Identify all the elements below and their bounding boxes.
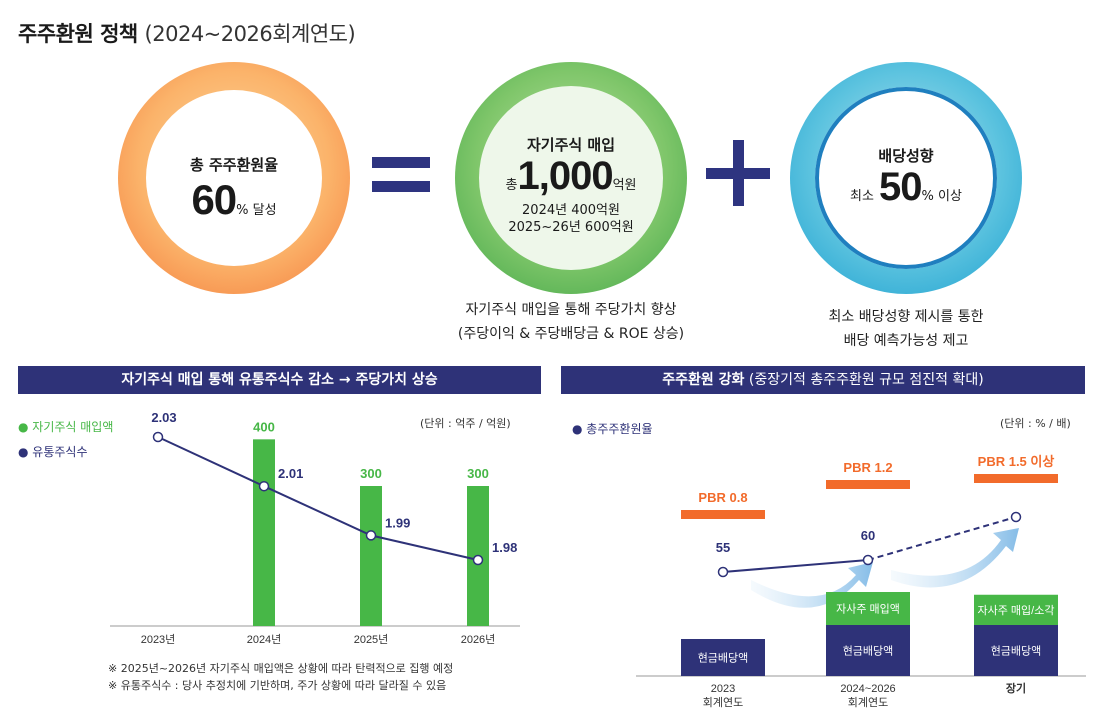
note-line2: ※ 유통주식수 : 당사 추정치에 기반하며, 주가 상황에 따라 달라질 수 …: [108, 679, 447, 692]
dividend-circle: 배당성향 최소 50% 이상: [790, 62, 1022, 294]
return-line-projected: [867, 516, 1017, 561]
pbr-label: PBR 1.2: [843, 460, 892, 475]
x-tick-label: 회계연도: [848, 696, 888, 708]
total-return-label: 총 주주환원율: [189, 156, 279, 174]
return-line: [722, 559, 869, 573]
equals-bar-bottom: [372, 181, 430, 192]
legend-buyback: ● 자기주식 매입액: [18, 420, 114, 434]
buyback-line1: 2024년 400억원: [522, 203, 620, 218]
shares-point: [472, 554, 484, 566]
legend-shares: ● 유통주식수: [18, 445, 88, 459]
dividend-caption: 최소 배당성향 제시를 통한 배당 예측가능성 제고: [790, 305, 1022, 353]
page-title: 주주환원 정책 (2024~2026회계연도): [18, 18, 356, 48]
dividend-label: 배당성향: [878, 147, 934, 165]
buyback-stack-label: 자사주 매입액: [836, 603, 900, 616]
legend-shares-label: 유통주식수: [32, 445, 88, 459]
plus-vertical: [733, 140, 744, 206]
x-tick-label: 2025년: [354, 633, 389, 646]
return-point: [1010, 511, 1022, 523]
return-point: [862, 554, 874, 566]
growth-arrow-1: [751, 562, 873, 608]
return-label: 60: [861, 528, 875, 543]
buyback-stack-bar: [974, 594, 1058, 625]
x-tick-label: 2024년: [247, 633, 282, 646]
left-legend: ● 자기주식 매입액 ● 유통주식수: [18, 418, 113, 460]
return-point: [717, 566, 729, 578]
right-panel-banner: 주주환원 강화 (중장기적 총주주환원 규모 점진적 확대): [561, 366, 1085, 394]
x-tick-label: 2026년: [461, 633, 496, 646]
shares-label: 2.03: [151, 410, 176, 425]
cash-dividend-bar: [974, 625, 1058, 676]
cash-dividend-label: 현금배당액: [991, 645, 1042, 658]
pbr-label: PBR 1.5 이상: [978, 454, 1055, 469]
shares-label: 2.01: [278, 466, 303, 481]
right-unit: (단위 : % / 배): [1000, 417, 1071, 430]
legend-return-label: 총주주환원율: [586, 422, 653, 436]
buyback-value: 1,000: [517, 154, 613, 198]
buyback-stack-label: 자사주 매입/소각: [978, 604, 1055, 617]
left-notes: ※ 2025년~2026년 자기주식 매입액은 상황에 따라 탄력적으로 집행 …: [108, 660, 453, 694]
dividend-caption-line1: 최소 배당성향 제시를 통한: [828, 309, 984, 325]
buyback-bar: [253, 439, 275, 626]
shares-line: [157, 436, 479, 561]
buyback-caption: 자기주식 매입을 통해 주당가치 향상 (주당이익 & 주당배당금 & ROE …: [435, 298, 707, 346]
total-return-circle: 총 주주환원율 60% 달성: [118, 62, 350, 294]
total-return-value: 60: [191, 176, 237, 223]
buyback-line2: 2025~26년 600억원: [508, 220, 634, 235]
legend-buyback-label: 자기주식 매입액: [32, 420, 114, 434]
shares-point: [365, 530, 377, 541]
buyback-label: 자기주식 매입: [526, 136, 616, 154]
pbr-bar: [974, 474, 1058, 483]
pbr-bar: [826, 480, 910, 489]
cash-dividend-bar: [826, 625, 910, 676]
cash-dividend-label: 현금배당액: [843, 645, 894, 658]
x-tick-label: 2023: [711, 683, 735, 695]
shares-point: [258, 480, 270, 492]
buyback-prefix: 총: [505, 178, 518, 193]
growth-arrow-2: [891, 528, 1019, 588]
dividend-caption-line2: 배당 예측가능성 제고: [843, 333, 969, 349]
x-tick-label: 2023년: [141, 633, 176, 646]
shares-label: 1.98: [492, 540, 517, 555]
cash-dividend-bar: [681, 639, 765, 676]
buyback-bar-label: 300: [467, 466, 489, 481]
pbr-bar: [681, 510, 765, 519]
buyback-suffix: 억원: [612, 178, 637, 193]
buyback-bar-label: 300: [360, 466, 382, 481]
left-unit: (단위 : 억주 / 억원): [420, 417, 511, 430]
x-tick-label: 장기: [1006, 681, 1026, 695]
buyback-caption-line1: 자기주식 매입을 통해 주당가치 향상: [465, 302, 677, 318]
left-panel-banner: 자기주식 매입 통해 유통주식수 감소 → 주당가치 상승: [18, 366, 541, 394]
x-tick-label: 회계연도: [703, 696, 743, 708]
title-main: 주주환원 정책: [18, 22, 138, 46]
total-return-suffix: % 달성: [236, 203, 277, 218]
buyback-caption-line2: (주당이익 & 주당배당금 & ROE 상승): [457, 326, 685, 342]
cash-dividend-label: 현금배당액: [698, 652, 749, 665]
note-line1: ※ 2025년~2026년 자기주식 매입액은 상황에 따라 탄력적으로 집행 …: [108, 662, 454, 675]
pbr-label: PBR 0.8: [698, 490, 747, 505]
dividend-prefix: 최소: [850, 189, 874, 204]
buyback-circle: 자기주식 매입 총1,000억원 2024년 400억원 2025~26년 60…: [455, 62, 687, 294]
left-banner-text: 자기주식 매입 통해 유통주식수 감소 → 주당가치 상승: [121, 372, 438, 388]
shares-label: 1.99: [385, 515, 410, 530]
title-sub: (2024~2026회계연도): [144, 22, 356, 46]
equals-bar-top: [372, 157, 430, 168]
dividend-value: 50: [879, 165, 922, 209]
right-legend: ● 총주주환원율: [572, 422, 653, 436]
right-banner-rest: (중장기적 총주주환원 규모 점진적 확대): [744, 372, 984, 388]
right-banner-bold: 주주환원 강화: [662, 372, 745, 388]
dividend-suffix: % 이상: [921, 189, 962, 204]
buyback-stack-bar: [826, 592, 910, 625]
x-tick-label: 2024~2026: [840, 683, 895, 695]
return-label: 55: [716, 540, 730, 555]
left-chart: 400 300 300 2.03 2.01 1.99 1.98 2023년 2024년 2025년…: [110, 410, 520, 646]
shares-point: [152, 431, 164, 443]
buyback-bar-label: 400: [253, 419, 275, 434]
buyback-bar: [360, 486, 382, 626]
